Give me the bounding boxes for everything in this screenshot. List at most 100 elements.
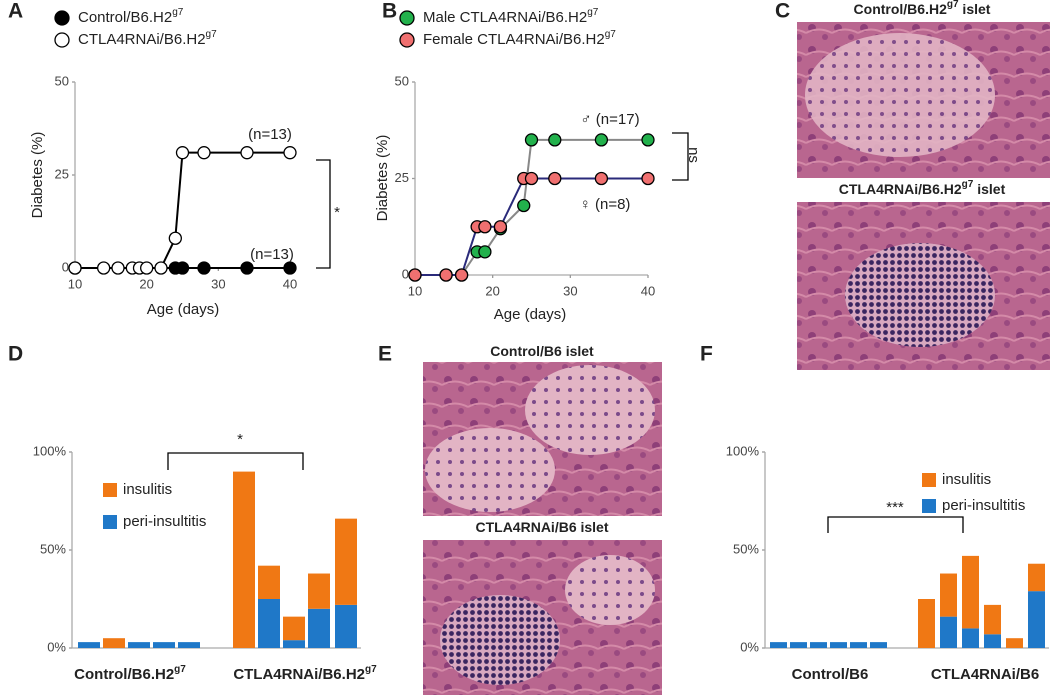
legend-swatch [922, 499, 936, 513]
data-point [197, 261, 211, 275]
superscript: g7 [962, 179, 974, 190]
data-point [524, 133, 539, 147]
y-tick-label: 0% [740, 639, 759, 654]
superscript: g7 [605, 29, 617, 40]
data-point [240, 261, 254, 275]
data-point [111, 261, 125, 275]
x-tick-label: 10 [68, 276, 82, 291]
annotation: * [334, 204, 340, 221]
x-tick-label: 30 [211, 276, 225, 291]
image-e1 [423, 362, 662, 516]
legend-label: peri-insultitis [942, 497, 1025, 514]
data-point [478, 245, 492, 259]
data-point [240, 146, 254, 160]
bracket [672, 132, 689, 181]
bracket [827, 516, 964, 533]
bracket [316, 159, 331, 269]
image-caption: Control/B6 islet [490, 343, 594, 359]
legend-swatch [922, 473, 936, 487]
data-point [641, 171, 655, 186]
y-axis-label: Diabetes (%) [29, 132, 46, 219]
data-point [493, 220, 508, 234]
text-part: Control/B6.H2 [854, 1, 948, 17]
x-tick-label: 20 [139, 276, 153, 291]
y-tick-label: 50% [40, 541, 66, 556]
y-tick-label: 100% [33, 443, 67, 458]
annotation: (n=13) [250, 246, 294, 263]
image-caption: Control/B6.H2g7 islet [854, 0, 991, 17]
y-tick-label: 0 [62, 259, 69, 274]
group-label: CTLA4RNAi/B6.H2g7 [233, 664, 377, 683]
data-point [168, 231, 182, 245]
panel-label: D [8, 343, 23, 366]
superscript: g7 [174, 664, 186, 675]
y-tick-label: 100% [726, 443, 760, 458]
data-point [283, 146, 297, 160]
image-caption: CTLA4RNAi/B6.H2g7 islet [839, 179, 1006, 197]
panel-label: F [700, 343, 713, 366]
data-point [197, 146, 211, 160]
legend-swatch [103, 483, 117, 497]
superscript: g7 [206, 29, 218, 40]
bar-segment [128, 642, 150, 648]
legend-label: CTLA4RNAi/B6.H2g7 [78, 29, 217, 48]
text-part: islet [973, 181, 1005, 197]
bar-segment [283, 616, 305, 641]
bar-segment [1028, 563, 1045, 592]
panel-label: E [378, 343, 392, 366]
data-point [97, 261, 111, 275]
legend-label: Control/B6.H2g7 [78, 7, 184, 26]
bar-segment [1028, 591, 1045, 648]
bar-segment [308, 608, 330, 648]
bar-segment [78, 642, 100, 648]
y-tick-label: 25 [55, 166, 69, 181]
data-point [68, 261, 82, 275]
bar-segment [335, 604, 357, 648]
x-tick-label: 40 [641, 283, 655, 298]
data-point [154, 261, 168, 275]
annotation: ♀ (n=8) [580, 196, 631, 213]
superscript: g7 [172, 7, 184, 18]
annotation: * [237, 431, 243, 448]
bar-segment [233, 471, 255, 648]
bar-segment [790, 642, 807, 648]
bar-segment [308, 573, 330, 609]
annotation: ns [685, 147, 702, 163]
image-caption: CTLA4RNAi/B6 islet [475, 519, 608, 535]
x-axis-label: Age (days) [494, 306, 567, 323]
bracket [167, 452, 304, 470]
data-point [641, 133, 655, 147]
panel-label: A [8, 0, 23, 23]
bar-segment [962, 555, 979, 629]
legend-label: insulitis [123, 481, 172, 498]
superscript: g7 [365, 664, 377, 675]
x-tick-label: 40 [283, 276, 297, 291]
data-point [478, 220, 492, 234]
superscript: g7 [947, 0, 959, 10]
data-point [175, 261, 190, 275]
legend-label: insulitis [942, 471, 991, 488]
text-part: Control/B6.H2 [74, 666, 174, 683]
bar-segment [850, 642, 867, 648]
bar-segment [984, 604, 1001, 635]
panel-label: C [775, 0, 790, 23]
text-part: Female CTLA4RNAi/B6.H2 [423, 31, 605, 48]
y-tick-label: 0% [47, 639, 66, 654]
data-point [517, 198, 531, 213]
bar-segment [770, 642, 787, 648]
data-point [283, 261, 297, 275]
legend-marker [399, 32, 415, 48]
group-label: Control/B6 [792, 666, 869, 683]
data-point [175, 146, 190, 160]
text-part: Control/B6 [792, 666, 869, 683]
data-point [524, 171, 539, 186]
bar-segment [940, 616, 957, 648]
bar-segment [258, 565, 280, 599]
bar-segment [918, 599, 935, 648]
group-label: CTLA4RNAi/B6 [931, 666, 1039, 683]
text-part: CTLA4RNAi/B6 [931, 666, 1039, 683]
bar-segment [1006, 638, 1023, 648]
legend-swatch [103, 515, 117, 529]
legend-marker [399, 10, 415, 26]
